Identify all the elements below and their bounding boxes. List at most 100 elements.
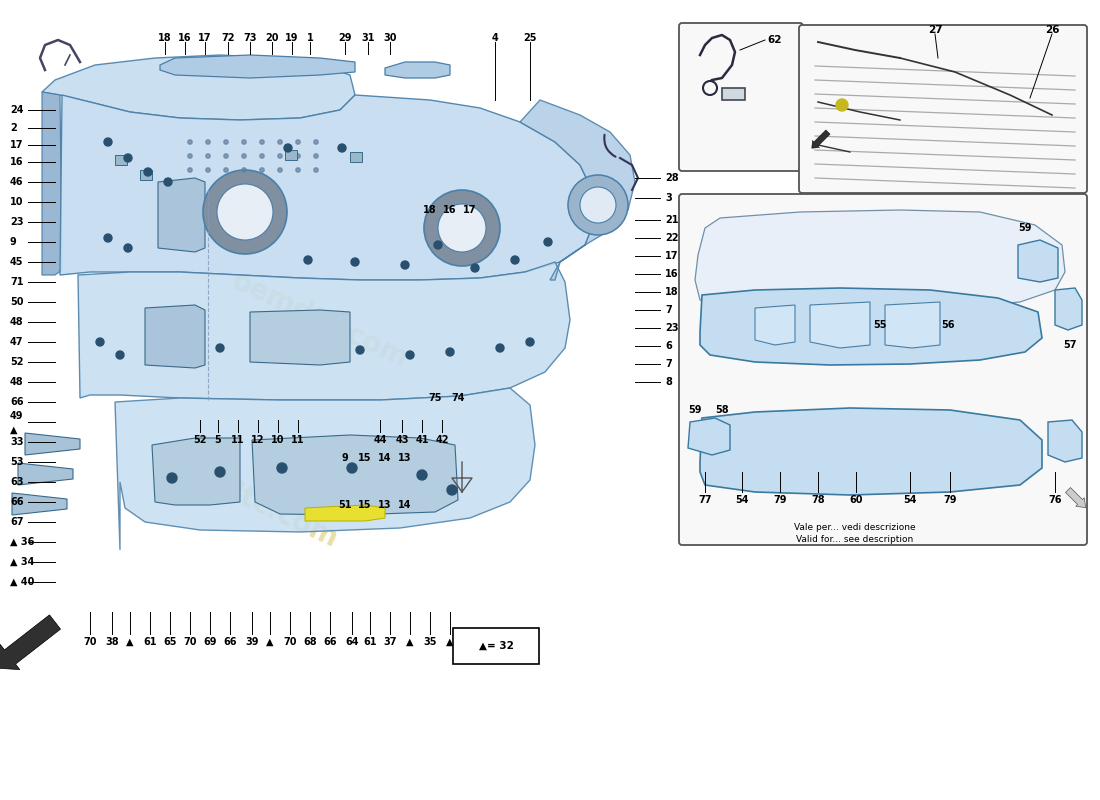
Text: ▲: ▲ (10, 425, 18, 435)
Text: 79: 79 (944, 495, 957, 505)
Text: 38: 38 (106, 637, 119, 647)
Text: Valid for... see description: Valid for... see description (796, 535, 914, 545)
Circle shape (188, 168, 192, 172)
Circle shape (206, 168, 210, 172)
Circle shape (164, 178, 172, 186)
Text: 7: 7 (666, 305, 672, 315)
Text: oemdtc.com: oemdtc.com (157, 447, 343, 553)
Text: Vale per... vedi descrizione: Vale per... vedi descrizione (794, 523, 916, 533)
Circle shape (338, 144, 346, 152)
Polygon shape (305, 505, 385, 521)
Polygon shape (385, 62, 450, 78)
Text: 76: 76 (1048, 495, 1062, 505)
Text: ▲ 40: ▲ 40 (10, 577, 34, 587)
Text: 42: 42 (436, 435, 449, 445)
Circle shape (278, 154, 283, 158)
Text: 52: 52 (10, 357, 23, 367)
Circle shape (296, 140, 300, 144)
Polygon shape (42, 92, 62, 275)
Text: 41: 41 (416, 435, 429, 445)
Text: 70: 70 (84, 637, 97, 647)
Text: 77: 77 (698, 495, 712, 505)
Text: 25: 25 (524, 33, 537, 43)
Text: oemdtc.com: oemdtc.com (835, 313, 965, 387)
Text: 14: 14 (378, 453, 392, 463)
Circle shape (544, 238, 552, 246)
Circle shape (116, 351, 124, 359)
Text: 71: 71 (10, 277, 23, 287)
Text: 46: 46 (10, 177, 23, 187)
Text: 16: 16 (443, 205, 456, 215)
Circle shape (167, 473, 177, 483)
Text: 59: 59 (689, 405, 702, 415)
Circle shape (446, 348, 454, 356)
Polygon shape (140, 170, 152, 180)
Text: 13: 13 (398, 453, 411, 463)
Text: 23: 23 (666, 323, 679, 333)
Polygon shape (116, 155, 127, 165)
Text: 53: 53 (10, 457, 23, 467)
Circle shape (204, 170, 287, 254)
Polygon shape (695, 210, 1065, 310)
Text: 59: 59 (1019, 223, 1032, 233)
Polygon shape (116, 388, 535, 550)
Circle shape (417, 470, 427, 480)
Text: 18: 18 (424, 205, 437, 215)
Text: 30: 30 (383, 33, 397, 43)
Text: 1: 1 (307, 33, 314, 43)
Circle shape (438, 204, 486, 252)
Circle shape (144, 168, 152, 176)
Circle shape (223, 140, 228, 144)
Polygon shape (60, 95, 595, 280)
Text: 7: 7 (666, 359, 672, 369)
Text: 39: 39 (245, 637, 258, 647)
Text: 31: 31 (361, 33, 375, 43)
Circle shape (260, 140, 264, 144)
Circle shape (242, 154, 246, 158)
Polygon shape (158, 178, 205, 252)
Text: 35: 35 (424, 637, 437, 647)
Text: 66: 66 (10, 497, 23, 507)
Text: 11: 11 (231, 435, 244, 445)
Text: 33: 33 (10, 437, 23, 447)
Circle shape (526, 338, 534, 346)
Circle shape (260, 154, 264, 158)
Text: 28: 28 (666, 173, 679, 183)
Text: 27: 27 (927, 25, 943, 35)
Circle shape (223, 168, 228, 172)
Circle shape (104, 138, 112, 146)
Text: 45: 45 (10, 257, 23, 267)
Polygon shape (350, 152, 362, 162)
Circle shape (242, 168, 246, 172)
Text: 17: 17 (666, 251, 679, 261)
Text: 13: 13 (378, 500, 392, 510)
Text: 21: 21 (666, 215, 679, 225)
Text: 9: 9 (10, 237, 16, 247)
Text: 6: 6 (666, 341, 672, 351)
FancyBboxPatch shape (679, 23, 803, 171)
Polygon shape (755, 305, 795, 345)
Polygon shape (12, 493, 67, 515)
Text: 54: 54 (903, 495, 916, 505)
Polygon shape (1048, 420, 1082, 462)
Text: 16: 16 (666, 269, 679, 279)
FancyBboxPatch shape (453, 628, 539, 664)
Text: 68: 68 (304, 637, 317, 647)
Text: 75: 75 (428, 393, 442, 403)
Polygon shape (886, 302, 940, 348)
Circle shape (214, 467, 225, 477)
Text: 10: 10 (10, 197, 23, 207)
FancyBboxPatch shape (679, 194, 1087, 545)
Circle shape (296, 168, 300, 172)
Text: 48: 48 (10, 377, 23, 387)
Polygon shape (810, 302, 870, 348)
Text: 17: 17 (198, 33, 211, 43)
Polygon shape (520, 100, 635, 280)
Text: 63: 63 (10, 477, 23, 487)
FancyArrow shape (1066, 487, 1086, 508)
Circle shape (471, 264, 478, 272)
Text: 29: 29 (339, 33, 352, 43)
Text: 49: 49 (10, 411, 23, 421)
Text: ▲: ▲ (266, 637, 274, 647)
Text: 12: 12 (251, 435, 265, 445)
